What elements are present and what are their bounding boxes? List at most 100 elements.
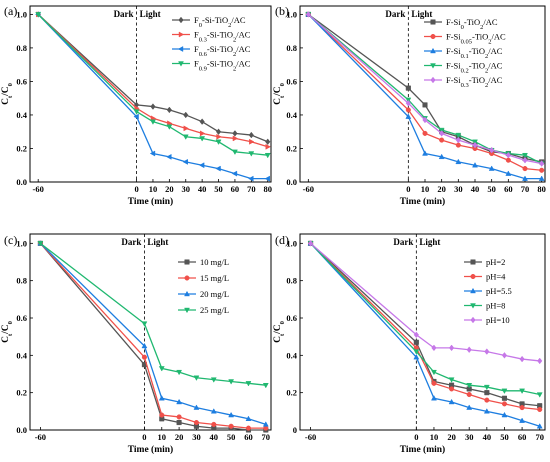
legend-label: F0.3-Si-TiO2/AC bbox=[194, 30, 251, 44]
data-point bbox=[231, 170, 238, 177]
data-point bbox=[176, 419, 182, 426]
series-line-1 bbox=[307, 13, 542, 163]
x-tick-label: 20 bbox=[165, 184, 174, 194]
data-point bbox=[489, 150, 495, 157]
data-point bbox=[413, 331, 419, 339]
x-tick-label: 10 bbox=[421, 184, 430, 194]
data-point bbox=[519, 388, 526, 394]
annotation-dark: Dark bbox=[114, 9, 134, 19]
y-tick-label: 0.4 bbox=[16, 350, 27, 360]
chart-panel-1: Dark Light -60 0 10 20 30 40 50 60 70 80 0.0 0.2 0.4 0.… bbox=[1, 4, 272, 207]
data-point bbox=[193, 419, 199, 426]
x-tick-label: 30 bbox=[465, 432, 474, 442]
legend-label: F-Si0.1-TiO2/AC bbox=[446, 46, 503, 60]
data-point bbox=[264, 175, 270, 182]
data-point bbox=[489, 146, 495, 154]
x-tick-label: 20 bbox=[447, 432, 456, 442]
data-point bbox=[455, 136, 461, 144]
data-point bbox=[537, 357, 543, 365]
y-tick-label: 0.4 bbox=[286, 110, 297, 120]
x-tick-label: 50 bbox=[500, 432, 509, 442]
data-point bbox=[501, 411, 508, 418]
data-point bbox=[166, 153, 172, 160]
series-line-1 bbox=[37, 13, 268, 143]
data-point bbox=[484, 397, 490, 403]
series-line-4 bbox=[40, 242, 266, 386]
plot-frame bbox=[299, 233, 546, 431]
data-point bbox=[232, 135, 239, 142]
x-tick-label: 70 bbox=[247, 184, 256, 194]
data-point bbox=[483, 384, 490, 391]
series-line-3 bbox=[307, 13, 542, 180]
data-point bbox=[505, 170, 512, 176]
x-tick-label: 50 bbox=[227, 432, 236, 442]
annotation-dark: Dark bbox=[121, 237, 141, 247]
x-tick-label: 80 bbox=[263, 184, 272, 194]
data-point bbox=[262, 421, 269, 427]
x-tick-label: 10 bbox=[430, 432, 439, 442]
y-tick-label: 1.0 bbox=[286, 9, 297, 19]
y-tick-label: 0.8 bbox=[16, 276, 27, 286]
legend-marker bbox=[430, 47, 436, 54]
data-point bbox=[265, 138, 271, 146]
data-point bbox=[176, 414, 182, 420]
series-line-4 bbox=[307, 13, 542, 165]
data-point bbox=[472, 162, 478, 168]
legend-label: F-Si0.3-TiO2/AC bbox=[446, 75, 503, 89]
x-tick-label: 20 bbox=[175, 432, 184, 442]
data-point bbox=[413, 354, 420, 360]
legend-marker bbox=[178, 61, 184, 67]
x-tick-label: 20 bbox=[437, 184, 446, 194]
data-point bbox=[536, 423, 543, 429]
data-point bbox=[522, 175, 528, 181]
data-point bbox=[431, 344, 437, 352]
y-tick-label: 0.8 bbox=[286, 43, 297, 53]
data-point bbox=[455, 158, 462, 165]
y-tick-label: 1.0 bbox=[286, 238, 297, 248]
legend-marker bbox=[430, 33, 436, 40]
data-point bbox=[176, 369, 183, 376]
y-tick-label: 1.0 bbox=[16, 238, 27, 248]
data-point bbox=[149, 150, 156, 157]
legend-label: pH=10 bbox=[486, 315, 510, 325]
data-point bbox=[199, 136, 206, 142]
data-point bbox=[484, 390, 490, 396]
data-point bbox=[245, 381, 252, 387]
x-tick-label: 30 bbox=[192, 432, 201, 442]
x-axis-label: Time (min) bbox=[128, 444, 173, 455]
series-line-2 bbox=[307, 13, 542, 171]
data-point bbox=[472, 145, 478, 152]
data-point bbox=[483, 408, 490, 414]
y-tick-label: 0.0 bbox=[286, 177, 297, 187]
legend-label: pH=4 bbox=[486, 272, 506, 282]
legend-label: F-Si0-TiO2/AC bbox=[446, 17, 498, 31]
x-tick-label: -60 bbox=[33, 184, 44, 194]
data-point bbox=[228, 379, 235, 385]
annotation-dark: Dark bbox=[385, 9, 405, 19]
x-tick-label: 0 bbox=[134, 184, 138, 194]
data-point bbox=[248, 131, 254, 139]
data-point bbox=[519, 405, 525, 411]
y-tick-label: 0.6 bbox=[286, 76, 297, 86]
data-point bbox=[264, 152, 271, 159]
annotation-dark: Dark bbox=[393, 237, 413, 247]
x-tick-label: 40 bbox=[210, 432, 219, 442]
data-point bbox=[505, 151, 511, 159]
data-point bbox=[522, 156, 528, 164]
x-tick-label: 60 bbox=[231, 184, 240, 194]
data-point bbox=[522, 166, 528, 172]
panel-label: (b) bbox=[275, 4, 289, 18]
legend-label: pH=8 bbox=[486, 301, 505, 311]
legend-label: pH=2 bbox=[486, 257, 505, 267]
y-tick-label: 0.8 bbox=[286, 276, 297, 286]
data-point bbox=[522, 152, 528, 159]
data-point bbox=[216, 133, 222, 140]
data-point bbox=[431, 369, 437, 376]
data-point bbox=[248, 175, 254, 182]
legend-marker bbox=[178, 16, 184, 24]
data-point bbox=[166, 106, 172, 114]
x-tick-label: 70 bbox=[521, 184, 530, 194]
x-axis-label: Time (min) bbox=[400, 444, 445, 455]
x-tick-label: 10 bbox=[158, 432, 167, 442]
legend-marker bbox=[470, 273, 476, 280]
